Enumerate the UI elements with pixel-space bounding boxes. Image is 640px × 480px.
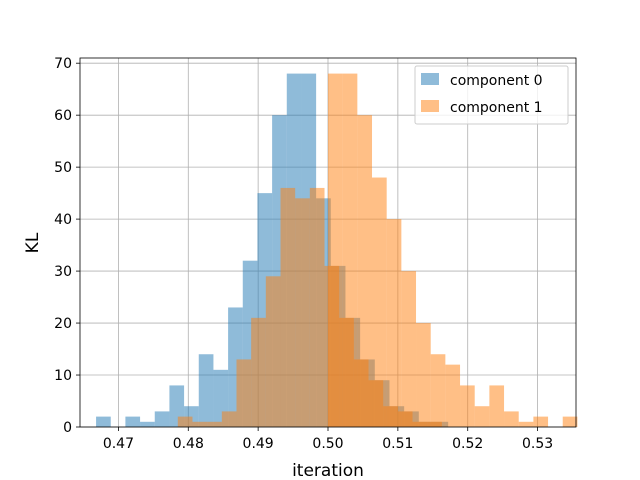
legend: component 0 component 1 [414,65,569,125]
histogram-bar-series-1 [192,421,208,427]
histogram-bar-series-2 [460,385,475,427]
histogram-bar-series-2 [562,416,578,427]
x-tick-label: 0.49 [243,436,274,452]
histogram-bar-series-1 [309,187,325,427]
histogram-bar-series-2 [504,411,519,427]
histogram-bar-series-0 [96,416,111,427]
histogram-bar-series-1 [295,198,310,427]
x-tick-label: 0.51 [382,436,413,452]
legend-swatch-component-1 [421,100,439,112]
histogram-bar-series-1 [280,187,296,427]
y-tick-label: 10 [54,368,72,384]
x-tick-label: 0.53 [522,436,553,452]
legend-label-component-1: component 1 [450,100,543,116]
histogram-bar-series-2 [474,406,490,427]
legend-box [414,65,569,125]
histogram-bar-series-2 [401,271,417,427]
histogram-bar-series-0 [125,416,141,427]
x-tick-label: 0.48 [173,436,204,452]
axis-ticks: 0.47 0.48 0.49 0.50 0.51 0.52 0.53 0 10 20 30 40 50 6… [54,56,553,452]
y-tick-label: 0 [63,420,72,436]
legend-label-component-0: component 0 [450,73,543,89]
y-tick-label: 20 [54,316,72,332]
histogram-bar-series-1 [221,411,237,427]
legend-swatch-component-0 [421,73,439,85]
histogram-bar-series-2 [328,73,343,427]
histogram-bar-series-2 [430,354,446,427]
histogram-bar-series-2 [372,177,387,427]
histogram-bar-series-2 [445,364,461,427]
histogram-bar-series-1 [236,359,252,427]
histogram-bar-series-0 [198,354,214,427]
y-tick-label: 70 [54,56,72,72]
histogram-bar-series-1 [207,421,222,427]
histogram-bar-series-2 [489,385,505,427]
y-tick-label: 60 [54,108,72,124]
x-tick-label: 0.50 [312,436,343,452]
x-tick-label: 0.47 [103,436,134,452]
histogram-bars [96,73,578,428]
histogram-bar-series-2 [386,219,402,427]
y-axis-label: KL [23,232,43,253]
histogram-bar-series-2 [416,323,431,427]
histogram-bar-series-2 [533,416,549,427]
histogram-bar-series-2 [357,115,373,428]
histogram-bar-series-1 [177,416,193,427]
x-tick-label: 0.52 [452,436,483,452]
y-tick-label: 40 [54,212,72,228]
y-tick-label: 30 [54,264,72,280]
y-tick-label: 50 [54,160,72,176]
histogram-bar-series-2 [342,73,358,427]
histogram-bar-series-1 [265,276,281,427]
histogram-bar-series-1 [251,317,266,427]
histogram-bar-series-0 [154,411,170,427]
histogram-bar-series-0 [140,421,155,427]
histogram-bar-series-2 [518,421,534,427]
x-axis-label: iteration [292,461,364,480]
